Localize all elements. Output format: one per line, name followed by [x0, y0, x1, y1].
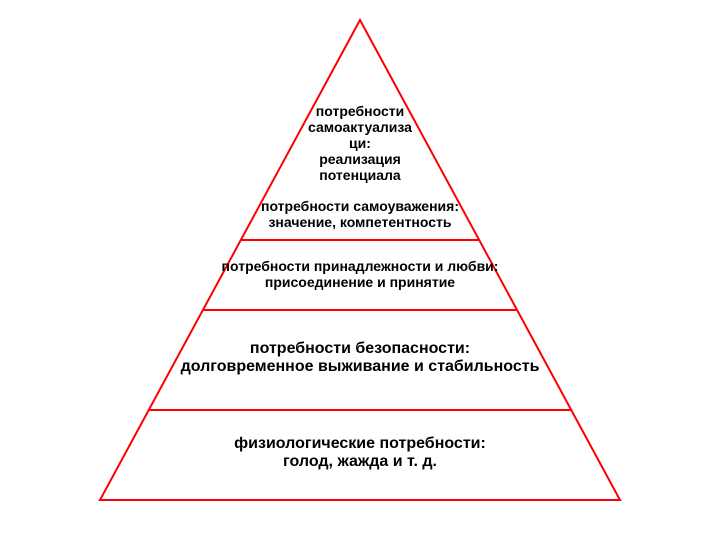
- level-physiological: физиологические потребности: голод, жажд…: [234, 435, 486, 472]
- level-self-actualization: потребности самоактуализа ци: реализация…: [308, 103, 412, 183]
- level-esteem: потребности самоуважения: значение, комп…: [261, 198, 459, 230]
- level-safety: потребности безопасности: долговременное…: [181, 340, 540, 377]
- level-belonging: потребности принадлежности и любви: прис…: [222, 258, 499, 290]
- pyramid-diagram: потребности самоактуализа ци: реализация…: [0, 0, 720, 540]
